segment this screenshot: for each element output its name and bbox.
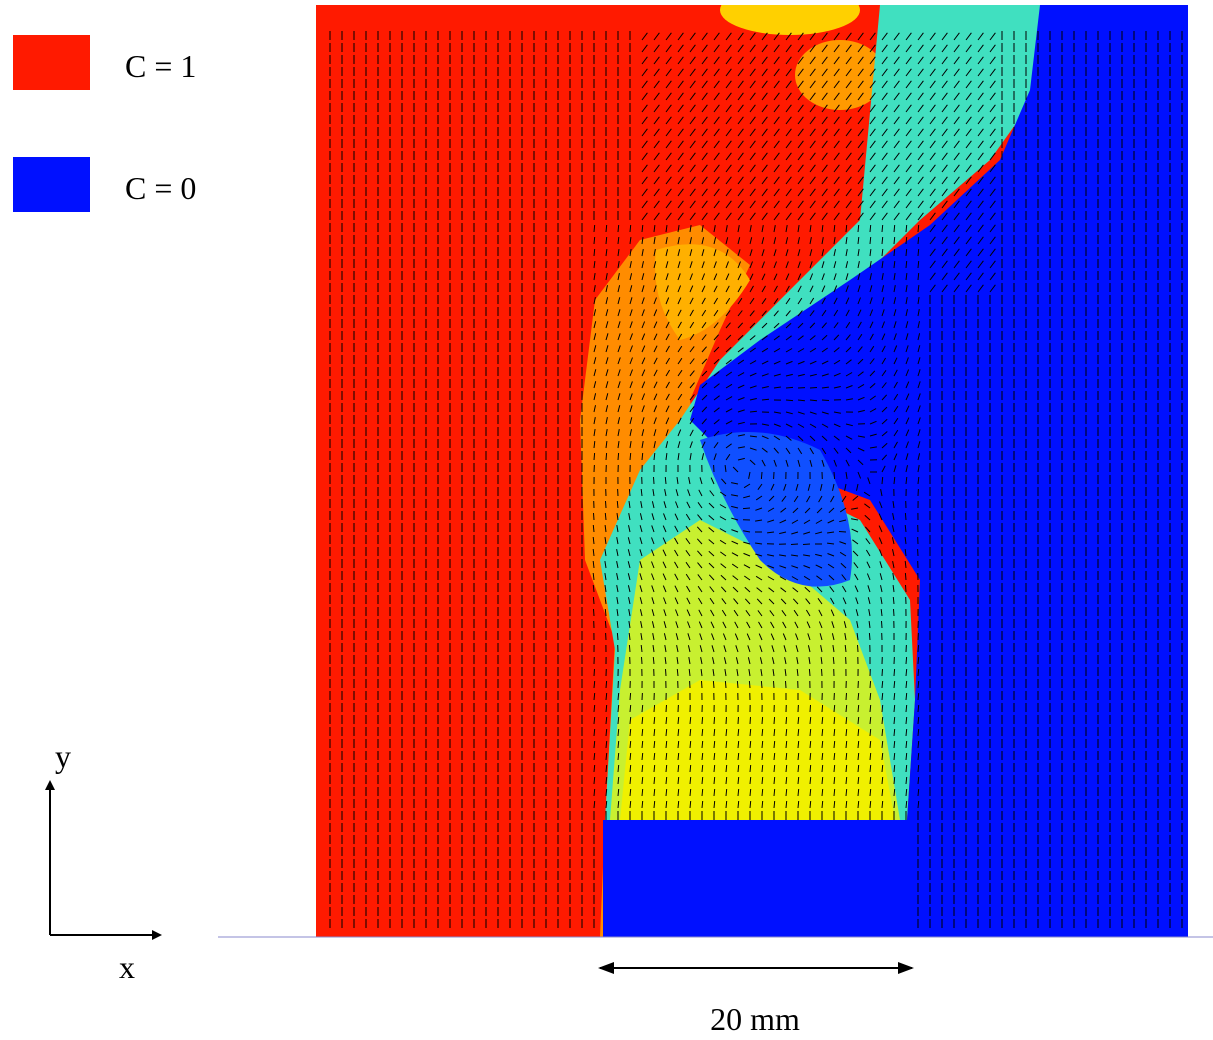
scale-label: 20 mm [710, 1001, 800, 1035]
region-c0 [690, 5, 1188, 937]
legend-label: C = 0 [125, 170, 196, 206]
velocity-vectors [329, 31, 1183, 928]
region-c0 [603, 820, 907, 937]
concentration-field [316, 5, 1188, 937]
y-axis-label: y [55, 738, 71, 774]
region-mixed [720, 5, 860, 35]
region-mixed [620, 680, 895, 820]
region-c0 [700, 432, 852, 587]
x-axis-label: x [119, 949, 135, 985]
legend-swatch [13, 35, 90, 90]
legend-label: C = 1 [125, 48, 196, 84]
legend-swatch [13, 157, 90, 212]
region-mixed [655, 244, 750, 340]
